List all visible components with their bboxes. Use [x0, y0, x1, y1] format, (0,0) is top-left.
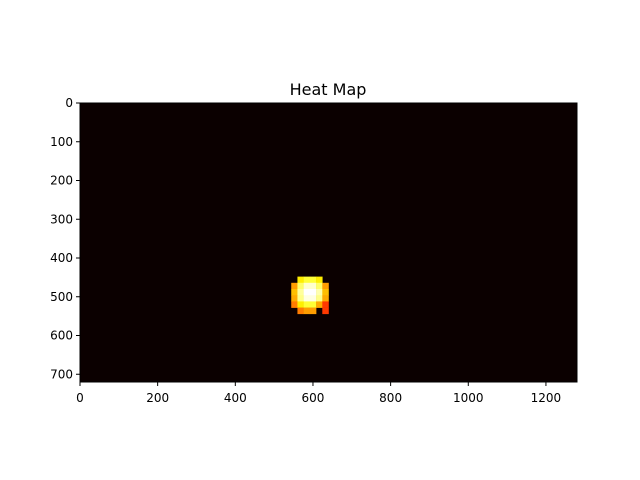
- x-tick-label: 200: [146, 391, 169, 405]
- heatmap-cell: [303, 276, 311, 284]
- heatmap-cell: [309, 307, 317, 315]
- plot-frame: [79, 102, 578, 383]
- heatmap-cell: [297, 295, 304, 302]
- y-tick-label: 0: [65, 96, 73, 110]
- x-tick-label: 1200: [531, 391, 562, 405]
- y-tick-label: 600: [50, 329, 73, 343]
- heatmap-background: [80, 103, 577, 382]
- x-tick-label: 800: [379, 391, 402, 405]
- heatmap-cell: [303, 307, 311, 315]
- heatmap-cell: [297, 301, 304, 308]
- heatmap-cell: [297, 289, 304, 296]
- x-axis: 0 200 400 600 800 1000 1200: [76, 382, 561, 405]
- heatmap-cells: [291, 276, 329, 315]
- x-tick-label: 600: [302, 391, 325, 405]
- heatmap-cell: [309, 301, 317, 308]
- heatmap-cell: [309, 289, 317, 296]
- heatmap-cell: [316, 295, 323, 302]
- y-axis: 0 100 200 300 400 500 600 700: [50, 96, 80, 381]
- y-tick-label: 700: [50, 367, 73, 381]
- heatmap-cell: [303, 295, 311, 302]
- heatmap-cell: [309, 295, 317, 302]
- chart-title: Heat Map: [290, 80, 367, 99]
- x-tick-label: 0: [76, 391, 84, 405]
- y-tick-label: 200: [50, 174, 73, 188]
- heatmap-cell: [297, 307, 304, 315]
- heatmap-cell: [291, 301, 298, 308]
- heatmap-cell: [291, 295, 298, 302]
- y-tick-label: 400: [50, 251, 73, 265]
- heatmap-cell: [316, 282, 323, 290]
- heatmap-cell: [322, 282, 329, 290]
- heatmap-cell: [322, 301, 329, 308]
- plot-area: [79, 102, 578, 383]
- x-tick-label: 1000: [453, 391, 484, 405]
- heatmap-cell: [316, 301, 323, 308]
- y-tick-label: 500: [50, 290, 73, 304]
- heatmap-cell: [309, 282, 317, 290]
- heatmap-cell: [303, 282, 311, 290]
- heatmap-cell: [303, 301, 311, 308]
- y-tick-label: 300: [50, 212, 73, 226]
- heatmap-cell: [291, 289, 298, 296]
- heatmap-cell: [297, 276, 304, 284]
- x-tick-label: 400: [224, 391, 247, 405]
- heatmap-cell: [316, 276, 323, 284]
- y-tick-label: 100: [50, 135, 73, 149]
- heatmap-cell: [322, 295, 329, 302]
- heatmap-cell: [309, 276, 317, 284]
- heatmap-cell: [291, 282, 298, 290]
- heatmap-cell: [322, 307, 329, 315]
- heatmap-cell: [297, 282, 304, 290]
- heatmap-cell: [303, 289, 311, 296]
- heatmap-cell: [316, 289, 323, 296]
- heatmap-cell: [322, 289, 329, 296]
